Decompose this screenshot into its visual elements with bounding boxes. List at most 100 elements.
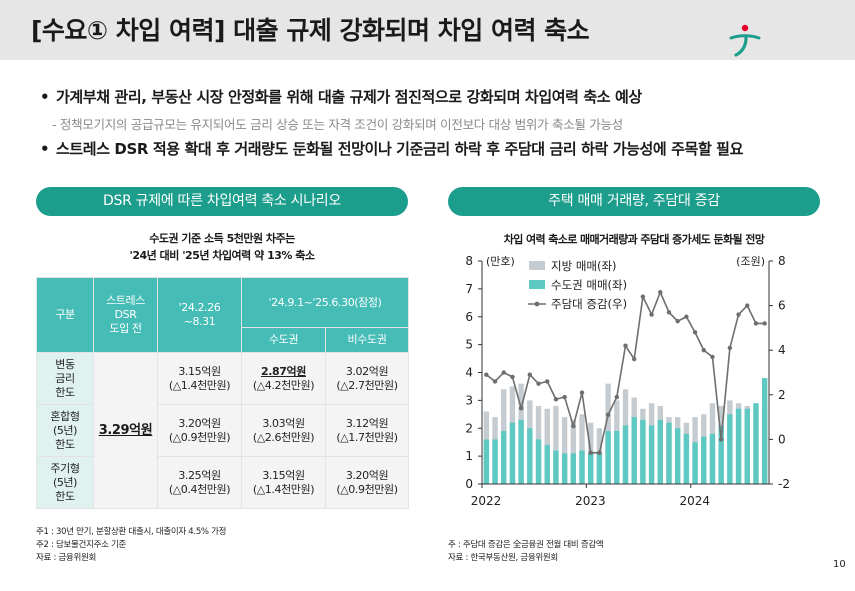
bar-metro-sales: [596, 453, 603, 484]
tick-label-left: 8: [465, 254, 473, 268]
pre-dsr-value: 3.29억원: [93, 352, 158, 509]
line-point: [692, 330, 698, 335]
table-cell: 3.15억원 (△1.4천만원): [157, 352, 242, 405]
table-row: 변동 금리 한도 3.29억원 3.15억원 (△1.4천만원) 2.87억원 (△4.…: [36, 352, 409, 509]
line-point: [649, 312, 654, 317]
line-point: [640, 294, 646, 299]
table-cell: 3.03억원 (△2.6천만원): [241, 404, 326, 457]
bar-metro-sales: [631, 417, 637, 484]
line-point: [501, 370, 506, 375]
bar-metro-sales: [640, 419, 646, 484]
bar-metro-sales: [509, 422, 516, 484]
table-header-pre-dsr: 스트레스 DSR 도입 전: [93, 277, 158, 353]
line-point: [631, 356, 637, 362]
bar-metro-sales: [701, 436, 707, 484]
right-source: 자료 : 한국부동산원, 금융위원회: [448, 553, 558, 563]
tick-label-right: 0: [778, 432, 786, 446]
left-note-2: 주2 : 담보물건지주소 기준: [36, 540, 127, 550]
sub-bullet-text: 정책모기지의 공급규모는 유지되어도 금리 상승 또는 자격 조건이 강화되며 …: [59, 117, 623, 132]
line-point: [571, 423, 576, 429]
bar-metro-sales: [744, 408, 750, 484]
bar-metro-sales: [544, 444, 550, 484]
line-point: [510, 374, 515, 380]
title-bar: [0, 0, 855, 60]
legend-label: 지방 매매(좌): [551, 259, 617, 273]
line-point: [623, 343, 628, 348]
right-section-pill: 주택 매매 거래량, 주담대 증감: [448, 187, 820, 216]
bar-metro-sales: [527, 428, 533, 484]
line-point: [553, 397, 559, 402]
tick-label-x: 2022: [471, 494, 502, 508]
bar-metro-sales: [614, 431, 620, 484]
line-point: [727, 345, 733, 351]
bar-metro-sales: [753, 403, 759, 484]
line-point: [710, 354, 715, 360]
line-point: [753, 321, 759, 326]
tick-label-left: 5: [465, 338, 473, 352]
bar-metro-sales: [483, 439, 490, 484]
bar-metro-sales: [492, 439, 498, 484]
line-point: [579, 390, 585, 395]
bar-metro-sales: [761, 378, 768, 484]
left-note-1: 주1 : 30년 만기, 분할상환 대출시, 대출이자 4.5% 가정: [36, 527, 227, 537]
tick-label-right: 6: [778, 299, 786, 313]
tick-label-left: 6: [465, 310, 473, 324]
left-source: 자료 : 금융위원회: [36, 553, 97, 563]
bullet-marker: •: [40, 88, 50, 106]
table-header-nonmetro: 비수도권: [325, 327, 409, 353]
bar-metro-sales: [718, 425, 724, 484]
line-point: [718, 437, 724, 442]
line-point: [545, 379, 550, 384]
sub-bullet: - 정책모기지의 공급규모는 유지되어도 금리 상승 또는 자격 조건이 강화되…: [52, 114, 623, 133]
bar-metro-sales: [553, 450, 559, 484]
tick-label-right: -2: [778, 477, 790, 491]
bar-metro-sales: [674, 428, 681, 484]
row-label: 혼합형 (5년) 한도: [36, 404, 94, 457]
bullet-2: • 스트레스 DSR 적용 확대 후 거래량도 둔화될 전망이나 기준금리 하락 …: [40, 138, 743, 159]
table-cell: 3.20억원 (△0.9천만원): [325, 456, 409, 509]
y-left-unit: (만호): [486, 255, 515, 268]
bar-metro-sales: [692, 442, 698, 484]
table-cell: 3.25억원 (△0.4천만원): [157, 456, 242, 509]
tick-label-left: 1: [465, 449, 473, 463]
bar-local-sales: [579, 414, 585, 484]
row-label: 변동 금리 한도: [36, 352, 94, 405]
line-point: [562, 394, 567, 400]
tick-label-left: 2: [465, 421, 473, 435]
hana-logo-icon: [729, 24, 761, 57]
table-cell: 3.15억원 (△1.4천만원): [241, 456, 326, 509]
line-point: [492, 379, 498, 384]
bar-local-sales: [553, 405, 559, 484]
line-point: [588, 450, 593, 455]
legend-swatch-local: [529, 261, 545, 270]
y-right-unit: (조원): [736, 255, 765, 268]
tick-label-right: 2: [778, 388, 786, 402]
page-title: [수요① 차입 여력] 대출 규제 강화되며 차입 여력 축소: [31, 16, 590, 45]
bar-metro-sales: [657, 419, 663, 484]
line-point: [762, 321, 767, 326]
line-point: [736, 312, 741, 317]
table-header-period-1: '24.2.26 ~8.31: [157, 277, 242, 353]
table-cell: 3.12억원 (△1.7천만원): [325, 404, 409, 457]
legend-label: 수도권 매매(좌): [551, 278, 627, 292]
dsr-table: 구분 스트레스 DSR 도입 전 '24.2.26 ~8.31 '24.9.1~'25…: [36, 277, 409, 509]
bar-metro-sales: [683, 433, 690, 484]
tick-label-right: 4: [778, 343, 786, 357]
page-number: 10: [833, 559, 846, 570]
table-cell: 3.20억원 (△0.9천만원): [157, 404, 242, 457]
bar-metro-sales: [666, 422, 672, 484]
bar-metro-sales: [570, 453, 577, 484]
table-row: 혼합형 (5년) 한도 3.20억원 (△0.9천만원) 3.03억원 (△2.6천만원…: [36, 404, 409, 457]
line-point: [684, 314, 689, 319]
legend-swatch-point: [534, 301, 540, 307]
line-point: [675, 319, 680, 324]
legend-label: 주담대 증감(우): [551, 297, 627, 311]
table-header-period-2: '24.9.1~'25.6.30(잠정): [241, 277, 409, 328]
tick-label-x: 2024: [679, 494, 710, 508]
legend-swatch-metro: [529, 280, 545, 289]
table-header-category: 구분: [36, 277, 94, 353]
bar-local-sales: [570, 419, 577, 484]
bar-metro-sales: [727, 414, 733, 484]
line-point: [536, 381, 541, 386]
bar-metro-sales: [579, 450, 585, 484]
